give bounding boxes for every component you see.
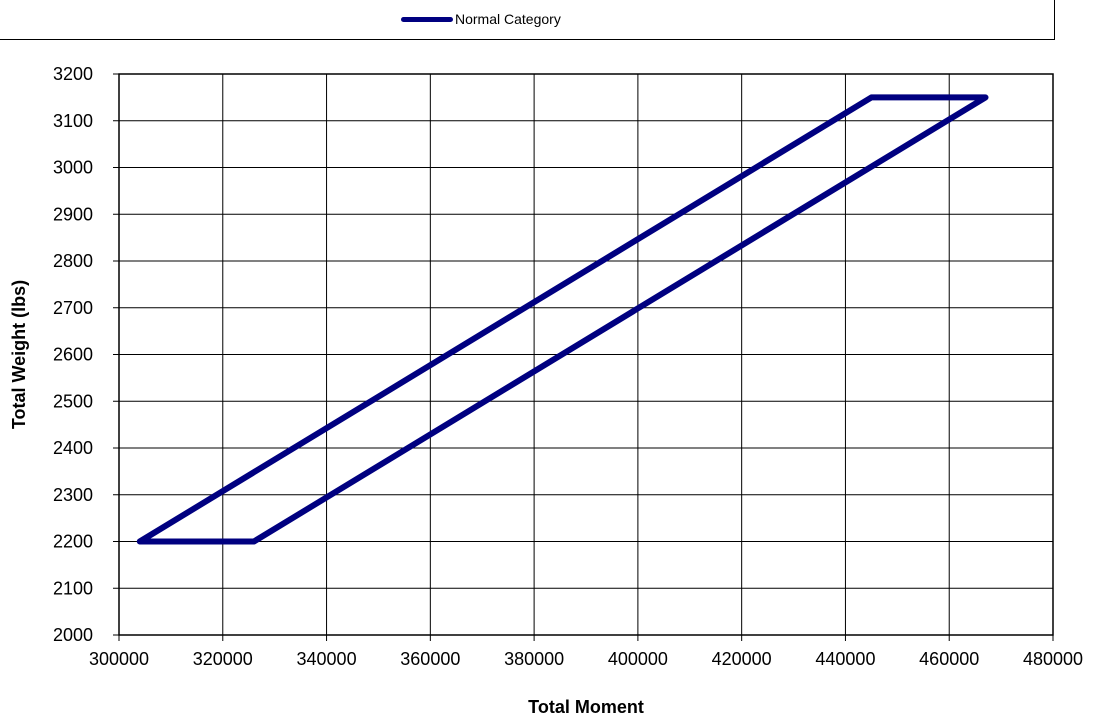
- x-tick-label: 320000: [193, 649, 253, 669]
- legend-label: Normal Category: [455, 11, 561, 27]
- grid: [118, 73, 1054, 636]
- series-line: [136, 94, 989, 545]
- y-tick-label: 2000: [53, 625, 93, 645]
- legend: Normal Category: [0, 0, 1055, 40]
- x-tick-label: 340000: [297, 649, 357, 669]
- x-axis-title: Total Moment: [528, 697, 644, 717]
- x-tick-label: 400000: [608, 649, 668, 669]
- y-tick-label: 2700: [53, 298, 93, 318]
- y-tick-label: 2800: [53, 251, 93, 271]
- x-tick-label: 300000: [89, 649, 149, 669]
- y-tick-label: 2200: [53, 532, 93, 552]
- x-tick-label: 460000: [919, 649, 979, 669]
- legend-swatch: [401, 16, 453, 22]
- y-tick-label: 3000: [53, 158, 93, 178]
- y-axis-title: Total Weight (lbs): [9, 280, 29, 429]
- y-tick-label: 3100: [53, 111, 93, 131]
- y-tick-label: 2600: [53, 345, 93, 365]
- y-tick-label: 2400: [53, 438, 93, 458]
- y-tick-label: 2900: [53, 204, 93, 224]
- x-tick-label: 440000: [815, 649, 875, 669]
- x-tick-label: 480000: [1023, 649, 1083, 669]
- x-tick-label: 380000: [504, 649, 564, 669]
- axis-ticks: 300000 320000 340000 360000 380000 400000 4200…: [53, 64, 1083, 669]
- y-tick-label: 2300: [53, 485, 93, 505]
- series-layer: [136, 94, 989, 545]
- x-tick-label: 360000: [400, 649, 460, 669]
- y-tick-label: 2100: [53, 578, 93, 598]
- legend-item: Normal Category: [401, 9, 561, 29]
- x-tick-label: 420000: [712, 649, 772, 669]
- y-tick-label: 2500: [53, 391, 93, 411]
- y-tick-label: 3200: [53, 64, 93, 84]
